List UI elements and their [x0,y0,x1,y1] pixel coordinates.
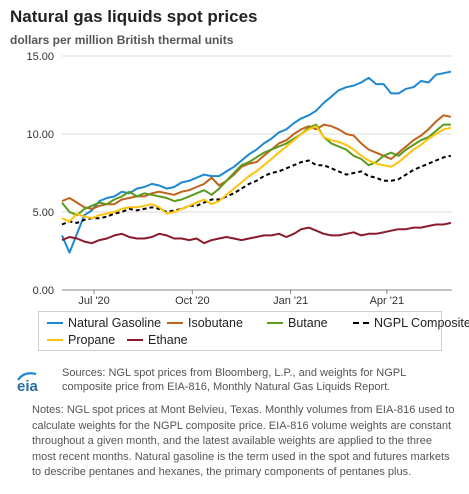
x-tick-label: Jan '21 [273,295,308,307]
legend-item: Ethane [127,333,188,347]
series-line-ngpl-composite [61,154,452,226]
line-chart: 0.00 5.00 10.00 15.00 Jul '20 Oct '20 Jan '21 A… [26,51,452,307]
chart-subtitle: dollars per million British thermal unit… [10,33,234,47]
x-tick-label: Jul '20 [78,295,109,307]
legend-item: NGPL Composite [353,316,469,330]
legend-label: Butane [288,316,328,330]
legend-swatch [127,339,143,341]
legend-label: Ethane [148,333,188,347]
legend-item: Butane [267,316,328,330]
series-line-butane [61,123,451,217]
legend-label: NGPL Composite [374,316,469,330]
legend-swatch [167,322,183,324]
legend-label: Natural Gasoline [68,316,162,330]
legend-swatch [267,322,283,324]
y-tick-label: 0.00 [33,285,54,297]
sources-text: Sources: NGL spot prices from Bloomberg,… [62,367,406,393]
series-line-isobutane [61,114,452,210]
chart-title: Natural gas liquids spot prices [10,7,258,26]
legend-swatch [47,339,63,341]
series-line-ethane [61,221,452,245]
y-tick-label: 5.00 [33,207,54,219]
series-line-propane [61,125,452,223]
legend-label: Isobutane [188,316,243,330]
legend-label: Propane [68,333,116,347]
legend-item: Natural Gasoline [47,316,161,330]
notes-text: Notes: NGL spot prices at Mont Belvieu, … [32,404,455,478]
x-tick-label: Apr '21 [370,295,405,307]
chart-legend: Natural Gasoline Isobutane Butane NGPL Comp… [38,311,469,351]
legend-swatch [353,322,369,324]
legend-swatch [47,322,63,324]
eia-logo-text: eia [17,378,39,394]
legend-item: Propane [47,333,115,347]
eia-logo-icon: eia [17,372,39,394]
x-tick-label: Oct '20 [175,295,210,307]
y-tick-label: 15.00 [26,51,54,63]
y-tick-label: 10.00 [26,129,54,141]
legend-item: Isobutane [167,316,243,330]
